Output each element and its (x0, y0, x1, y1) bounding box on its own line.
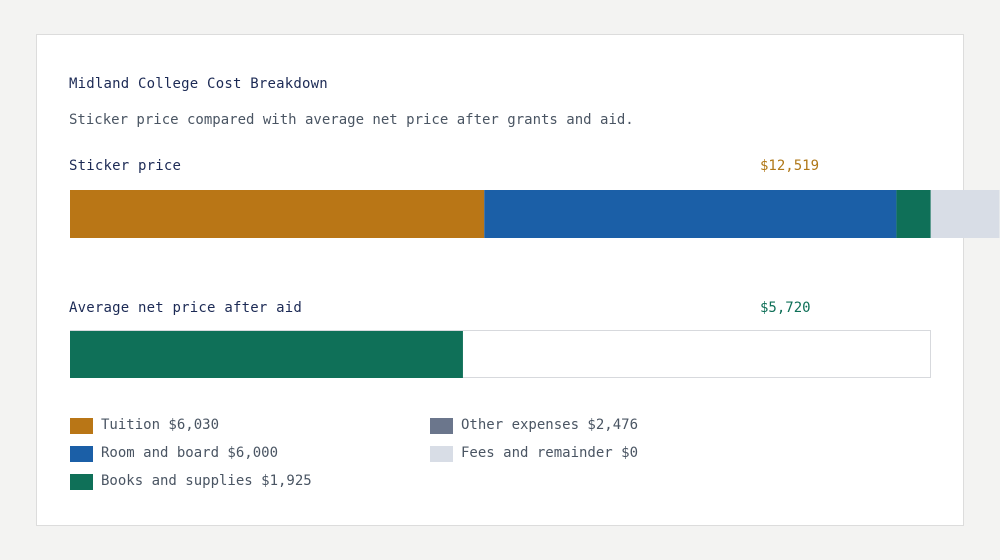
legend-swatch-books (70, 474, 93, 490)
legend-swatch-other (430, 418, 453, 434)
bar-segment-sticker-1 (484, 190, 897, 238)
chart-subtitle: Sticker price compared with average net … (69, 112, 634, 128)
legend-swatch-tuition (70, 418, 93, 434)
chart-card (36, 34, 964, 526)
legend-label-fees: Fees and remainder $0 (461, 445, 639, 461)
legend-swatch-room-board (70, 446, 93, 462)
legend-swatch-fees (430, 446, 453, 462)
row-label-net: Average net price after aid (69, 300, 302, 316)
chart-title: Midland College Cost Breakdown (69, 76, 328, 92)
legend-label-room-board: Room and board $6,000 (101, 445, 279, 461)
bar-segment-sticker-2 (896, 190, 931, 238)
legend-label-other: Other expenses $2,476 (461, 417, 639, 433)
row-total-sticker: $12,519 (760, 158, 820, 174)
bar-segment-sticker-0 (70, 190, 485, 238)
bar-segment-net-0 (70, 331, 463, 378)
bar-segment-sticker-3 (930, 190, 1000, 238)
legend-label-books: Books and supplies $1,925 (101, 473, 312, 489)
row-total-net: $5,720 (760, 300, 811, 316)
row-label-sticker: Sticker price (69, 158, 182, 174)
legend-label-tuition: Tuition $6,030 (101, 417, 220, 433)
